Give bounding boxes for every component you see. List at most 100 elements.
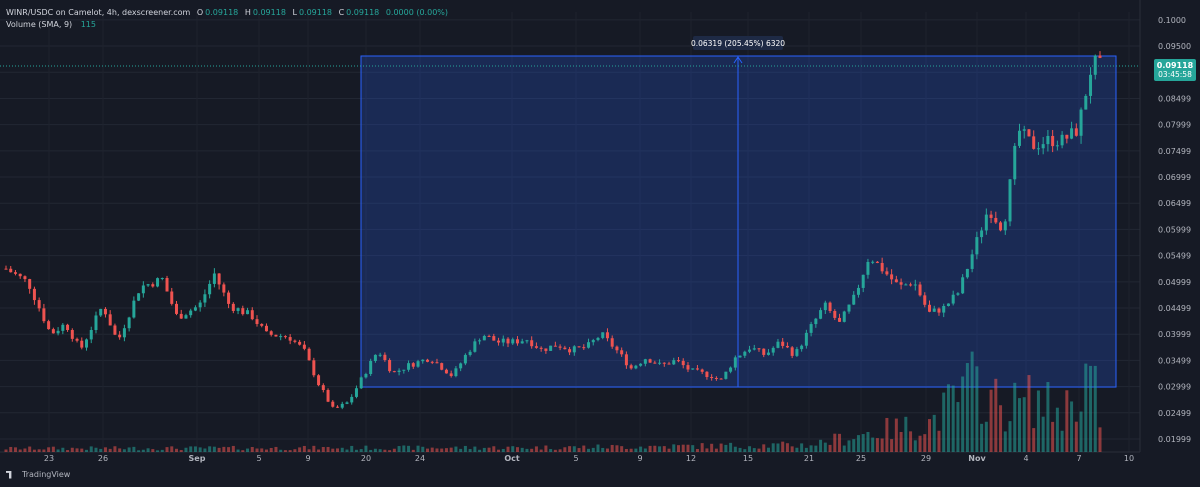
volume-bar bbox=[468, 449, 472, 452]
volume-bar bbox=[1060, 430, 1064, 452]
volume-bar bbox=[605, 448, 609, 452]
candle-body bbox=[99, 308, 103, 316]
volume-bar bbox=[160, 449, 164, 452]
x-tick-label: 23 bbox=[44, 454, 54, 463]
volume-bar bbox=[923, 434, 927, 452]
volume-bar bbox=[32, 449, 36, 452]
volume-bar bbox=[643, 448, 647, 452]
candle-body bbox=[890, 274, 894, 280]
candle-body bbox=[18, 273, 22, 277]
candle-body bbox=[56, 330, 60, 334]
candle-body bbox=[714, 377, 718, 379]
volume-bar bbox=[241, 450, 245, 452]
volume-bar bbox=[4, 449, 8, 452]
volume-bar bbox=[1074, 421, 1078, 452]
volume-bar bbox=[260, 448, 264, 452]
candle-body bbox=[416, 361, 420, 367]
volume-bar bbox=[1089, 365, 1093, 452]
volume-bar bbox=[695, 448, 699, 452]
volume-bar bbox=[1055, 407, 1059, 452]
volume-bar bbox=[440, 448, 444, 452]
volume-bar bbox=[776, 443, 780, 452]
volume-bar bbox=[956, 402, 960, 452]
volume-bar bbox=[478, 449, 482, 452]
volume-bar bbox=[980, 423, 984, 452]
candle-body bbox=[672, 360, 676, 365]
candle-body bbox=[984, 214, 988, 231]
candle-body bbox=[241, 308, 245, 315]
y-tick-label: 0.06499 bbox=[1158, 199, 1191, 208]
volume-bar bbox=[899, 432, 903, 452]
candle-body bbox=[1093, 55, 1097, 75]
symbol-header: WINR/USDC on Camelot, 4h, dexscreener.co… bbox=[6, 8, 448, 17]
volume-bar bbox=[250, 447, 254, 452]
change-value: 0.0000 (0.00%) bbox=[385, 8, 449, 17]
candle-body bbox=[515, 339, 519, 344]
volume-bar bbox=[937, 430, 941, 452]
candle-body bbox=[743, 351, 747, 356]
volume-bar bbox=[288, 450, 292, 452]
candle-body bbox=[397, 370, 401, 372]
candle-body bbox=[956, 293, 960, 295]
candle-body bbox=[198, 302, 202, 308]
volume-bar bbox=[530, 448, 534, 452]
y-tick-label: 0.01999 bbox=[1158, 435, 1191, 444]
candle-body bbox=[373, 354, 377, 361]
candle-body bbox=[9, 268, 13, 273]
candle-body bbox=[1098, 55, 1102, 58]
volume-bar bbox=[587, 448, 591, 452]
volume-bar bbox=[975, 366, 979, 452]
volume-bar bbox=[601, 447, 605, 452]
volume-bar bbox=[691, 445, 695, 452]
candle-body bbox=[752, 348, 756, 350]
candle-body bbox=[970, 254, 974, 269]
candle-body bbox=[549, 345, 553, 351]
candle-body bbox=[904, 284, 908, 286]
candle-body bbox=[208, 283, 212, 295]
x-tick-label: 26 bbox=[98, 454, 108, 463]
candle-body bbox=[407, 363, 411, 370]
candle-body bbox=[847, 304, 851, 312]
volume-bar bbox=[70, 447, 74, 452]
candle-body bbox=[1079, 109, 1083, 136]
y-tick-label: 0.09500 bbox=[1158, 42, 1191, 51]
volume-bar bbox=[828, 444, 832, 452]
volume-bar bbox=[137, 450, 141, 452]
volume-bar bbox=[795, 447, 799, 452]
volume-bar bbox=[269, 447, 273, 452]
volume-bar bbox=[809, 445, 813, 452]
candle-body bbox=[833, 311, 837, 318]
y-tick-label: 0.02499 bbox=[1158, 409, 1191, 418]
volume-bar bbox=[961, 376, 965, 452]
volume-bar bbox=[681, 444, 685, 452]
volume-bar bbox=[435, 448, 439, 452]
candle-body bbox=[582, 347, 586, 349]
candle-body bbox=[354, 388, 358, 397]
tradingview-branding[interactable]: TradingView bbox=[6, 470, 70, 479]
volume-bar bbox=[511, 446, 515, 452]
candle-body bbox=[634, 365, 638, 369]
volume-bar bbox=[122, 449, 126, 452]
last-price-badge bbox=[1154, 59, 1196, 82]
y-tick-label: 0.08499 bbox=[1158, 94, 1191, 103]
volume-bar bbox=[421, 446, 425, 452]
candle-body bbox=[577, 346, 581, 348]
volume-bar bbox=[658, 446, 662, 452]
volume-bar bbox=[454, 446, 458, 452]
volume-bar bbox=[51, 446, 55, 452]
candle-body bbox=[691, 368, 695, 370]
candle-body bbox=[771, 347, 775, 353]
volume-bar bbox=[629, 448, 633, 452]
candle-body bbox=[345, 402, 349, 404]
candle-body bbox=[757, 348, 761, 350]
volume-bar bbox=[965, 363, 969, 452]
candle-body bbox=[108, 314, 112, 326]
volume-bar bbox=[918, 435, 922, 452]
volume-bar bbox=[497, 449, 501, 452]
volume-bar bbox=[1046, 382, 1050, 452]
volume-bar bbox=[549, 449, 553, 452]
volume-bar bbox=[23, 448, 27, 452]
volume-bar bbox=[871, 437, 875, 452]
candle-body bbox=[141, 285, 145, 294]
